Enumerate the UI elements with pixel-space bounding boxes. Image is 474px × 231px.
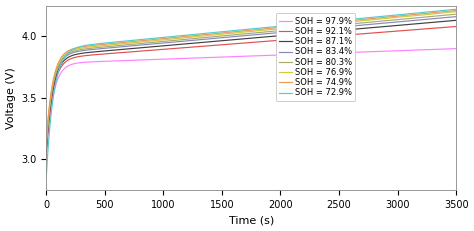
SOH = 76.9% — [453, 10, 459, 13]
SOH = 83.4% — [401, 20, 407, 23]
Line: SOH = 74.9%: SOH = 74.9% — [46, 10, 456, 141]
Line: SOH = 72.9%: SOH = 72.9% — [46, 9, 456, 178]
SOH = 80.3% — [90, 47, 96, 49]
SOH = 74.9% — [401, 14, 407, 17]
SOH = 72.9% — [201, 32, 206, 35]
Line: SOH = 97.9%: SOH = 97.9% — [46, 49, 456, 159]
SOH = 76.9% — [401, 15, 407, 18]
SOH = 83.4% — [90, 48, 96, 51]
SOH = 92.1% — [43, 153, 49, 156]
SOH = 97.9% — [219, 56, 224, 58]
SOH = 97.9% — [401, 49, 407, 52]
SOH = 76.9% — [201, 35, 206, 37]
SOH = 97.9% — [445, 48, 451, 50]
SOH = 72.9% — [90, 43, 96, 46]
SOH = 97.9% — [114, 59, 120, 62]
X-axis label: Time (s): Time (s) — [228, 216, 274, 225]
SOH = 76.9% — [43, 142, 49, 145]
Line: SOH = 87.1%: SOH = 87.1% — [46, 20, 456, 151]
SOH = 80.3% — [114, 44, 120, 47]
SOH = 92.1% — [114, 52, 120, 54]
SOH = 83.4% — [201, 38, 206, 41]
SOH = 72.9% — [114, 40, 120, 43]
SOH = 87.1% — [401, 24, 407, 26]
SOH = 97.9% — [201, 56, 206, 59]
SOH = 74.9% — [114, 42, 120, 44]
SOH = 76.9% — [114, 43, 120, 46]
SOH = 80.3% — [453, 13, 459, 15]
SOH = 92.1% — [201, 45, 206, 48]
SOH = 74.9% — [90, 44, 96, 47]
SOH = 74.9% — [43, 140, 49, 142]
SOH = 92.1% — [453, 25, 459, 28]
Line: SOH = 80.3%: SOH = 80.3% — [46, 14, 456, 146]
SOH = 83.4% — [114, 46, 120, 49]
SOH = 72.9% — [43, 176, 49, 179]
SOH = 72.9% — [445, 9, 451, 11]
SOH = 83.4% — [43, 147, 49, 150]
SOH = 97.9% — [90, 60, 96, 63]
SOH = 74.9% — [453, 9, 459, 12]
SOH = 87.1% — [43, 149, 49, 152]
SOH = 80.3% — [401, 18, 407, 20]
SOH = 87.1% — [453, 19, 459, 22]
SOH = 87.1% — [201, 41, 206, 44]
SOH = 92.1% — [219, 43, 224, 46]
SOH = 76.9% — [219, 33, 224, 36]
SOH = 72.9% — [219, 30, 224, 33]
SOH = 87.1% — [445, 20, 451, 22]
SOH = 83.4% — [453, 15, 459, 18]
Line: SOH = 76.9%: SOH = 76.9% — [46, 12, 456, 143]
SOH = 74.9% — [219, 32, 224, 34]
SOH = 80.3% — [219, 35, 224, 37]
SOH = 76.9% — [445, 11, 451, 14]
SOH = 74.9% — [201, 33, 206, 36]
SOH = 80.3% — [445, 14, 451, 16]
SOH = 76.9% — [90, 45, 96, 48]
SOH = 83.4% — [445, 16, 451, 19]
SOH = 87.1% — [90, 51, 96, 53]
SOH = 97.9% — [453, 47, 459, 50]
SOH = 72.9% — [401, 13, 407, 16]
SOH = 92.1% — [401, 29, 407, 32]
SOH = 87.1% — [114, 49, 120, 51]
SOH = 83.4% — [219, 36, 224, 39]
SOH = 92.1% — [90, 54, 96, 56]
SOH = 97.9% — [43, 158, 49, 161]
SOH = 80.3% — [201, 36, 206, 39]
Line: SOH = 83.4%: SOH = 83.4% — [46, 17, 456, 148]
SOH = 92.1% — [445, 26, 451, 28]
Legend: SOH = 97.9%, SOH = 92.1%, SOH = 87.1%, SOH = 83.4%, SOH = 80.3%, SOH = 76.9%, SO: SOH = 97.9%, SOH = 92.1%, SOH = 87.1%, S… — [276, 13, 356, 101]
SOH = 80.3% — [43, 144, 49, 147]
SOH = 74.9% — [445, 10, 451, 13]
SOH = 72.9% — [453, 8, 459, 11]
Line: SOH = 92.1%: SOH = 92.1% — [46, 27, 456, 155]
SOH = 87.1% — [219, 40, 224, 42]
Y-axis label: Voltage (V): Voltage (V) — [6, 67, 16, 129]
